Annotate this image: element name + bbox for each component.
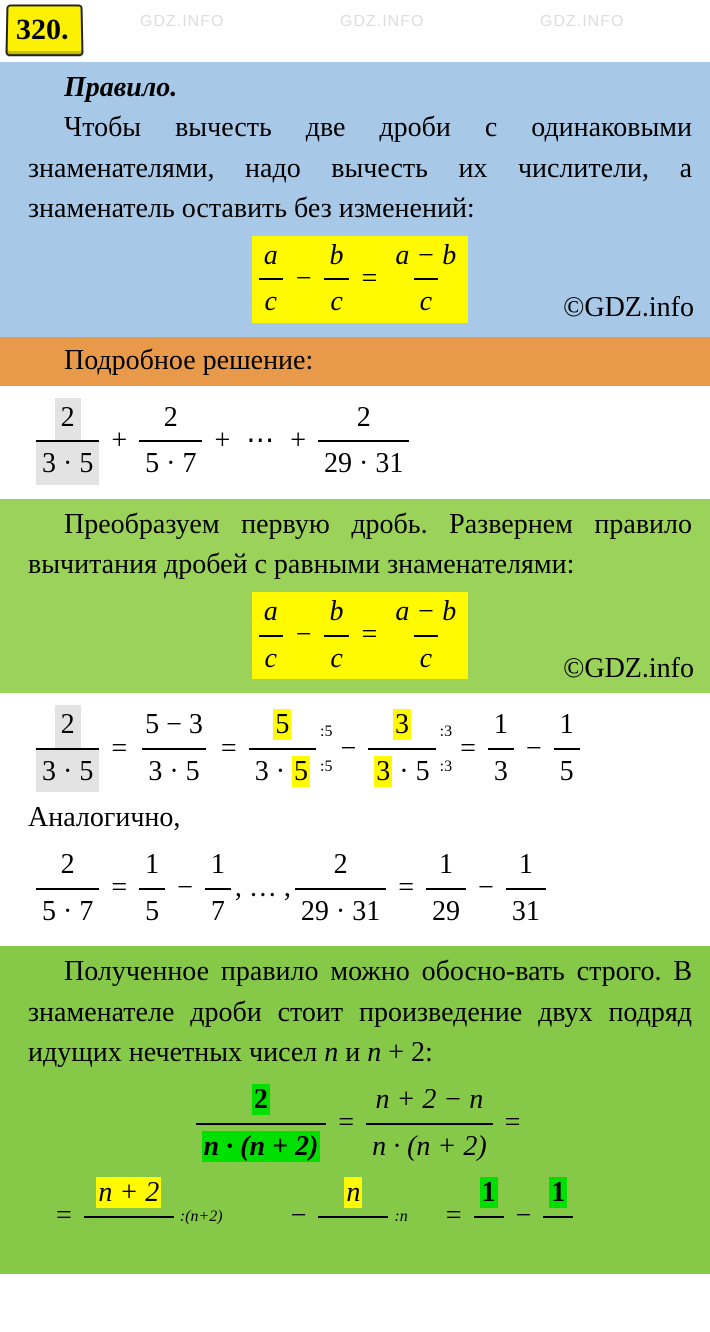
general-formula-line2: = n + 2 :(n+2) − n :n = 1 − 1 — [28, 1173, 692, 1260]
analog-formula: 25 · 7 = 15 − 17 , … , 229 · 31 = 129 − … — [28, 845, 692, 932]
problem-number-badge: 320. — [5, 4, 83, 55]
decomposition-formula: 23 · 5 = 5 − 33 · 5 = 5 3 · 5 :5 :5 − 3 … — [28, 705, 692, 792]
series-expression: 23 · 5 + 25 · 7 + ⋯ + 229 · 31 — [0, 386, 710, 499]
rule-section: Правило. Чтобы вычесть две дроби с одина… — [0, 62, 710, 338]
transform-section: Преобразуем первую дробь. Развернем прав… — [0, 499, 710, 693]
rule-text: Чтобы вычесть две дроби с одинаковыми зн… — [28, 108, 692, 230]
rule-title: Правило. — [28, 68, 692, 109]
detailed-solution-header: Подробное решение: — [0, 337, 710, 386]
analog-label: Аналогично, — [28, 798, 692, 839]
copyright: ©GDZ.info — [563, 649, 694, 690]
copyright: ©GDZ.info — [563, 288, 694, 329]
justification-text: Полученное правило можно обосно-вать стр… — [28, 952, 692, 1074]
decomposition-section: 23 · 5 = 5 − 33 · 5 = 5 3 · 5 :5 :5 − 3 … — [0, 693, 710, 946]
transform-text: Преобразуем первую дробь. Развернем прав… — [28, 505, 692, 586]
badge-row: 320. — [0, 0, 710, 62]
general-formula: 2 n · (n + 2) = n + 2 − n n · (n + 2) = — [28, 1080, 692, 1167]
justification-section: Полученное правило можно обосно-вать стр… — [0, 946, 710, 1274]
